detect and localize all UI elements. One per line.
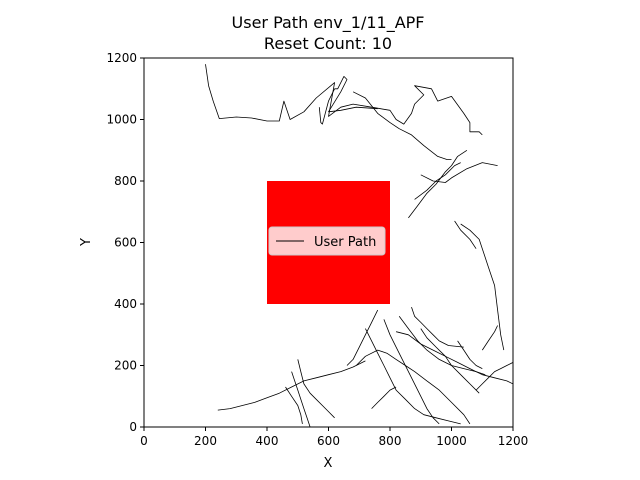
- x-tick-label: 0: [140, 434, 148, 448]
- user-path-segment: [297, 359, 335, 419]
- x-tick-label: 400: [256, 434, 279, 448]
- user-path-series: [205, 64, 513, 427]
- legend-box: [268, 226, 386, 256]
- y-tick-label: 1000: [106, 113, 137, 127]
- legend-label: User Path: [314, 235, 376, 250]
- x-axis-label: X: [324, 456, 333, 471]
- user-path-segment: [420, 328, 480, 394]
- user-path-segment: [371, 386, 397, 409]
- user-path-segment: [396, 331, 513, 385]
- y-tick-label: 200: [114, 359, 137, 373]
- user-path-segment: [408, 149, 468, 219]
- user-path-segment: [481, 325, 498, 351]
- y-tick-label: 800: [114, 174, 137, 188]
- x-tick-label: 800: [379, 434, 402, 448]
- user-path-segment: [420, 162, 498, 183]
- user-path-segment: [318, 76, 378, 125]
- axis-ticks: 0 200 400 600 800 1000 1200 0 200 400 600 800 1000 12…: [106, 51, 528, 448]
- user-path-segment: [346, 309, 379, 366]
- legend: User Path: [268, 226, 386, 256]
- user-path-segment: [217, 360, 366, 411]
- user-path-segment: [398, 316, 486, 376]
- user-path-segment: [475, 362, 513, 391]
- user-path-segment: [460, 223, 505, 351]
- y-tick-label: 600: [114, 236, 137, 250]
- user-path-segment: [352, 91, 452, 160]
- user-path-segment: [411, 306, 464, 348]
- y-tick-label: 400: [114, 297, 137, 311]
- user-path-segment: [355, 349, 471, 425]
- y-tick-label: 1200: [106, 51, 137, 65]
- user-path-segment: [205, 64, 483, 136]
- x-tick-label: 1200: [498, 434, 529, 448]
- user-path-segment: [454, 220, 477, 249]
- x-tick-label: 600: [317, 434, 340, 448]
- chart-title-line2: Reset Count: 10: [264, 34, 392, 53]
- user-path-segment: [285, 386, 303, 424]
- user-path-segment: [383, 319, 440, 425]
- y-tick-label: 0: [129, 420, 137, 434]
- x-tick-label: 200: [194, 434, 217, 448]
- user-path-segment: [291, 371, 311, 427]
- user-path-segment: [365, 328, 461, 425]
- y-axis-label: Y: [79, 238, 94, 247]
- chart-title-line1: User Path env_1/11_APF: [232, 13, 425, 33]
- x-tick-label: 1000: [436, 434, 467, 448]
